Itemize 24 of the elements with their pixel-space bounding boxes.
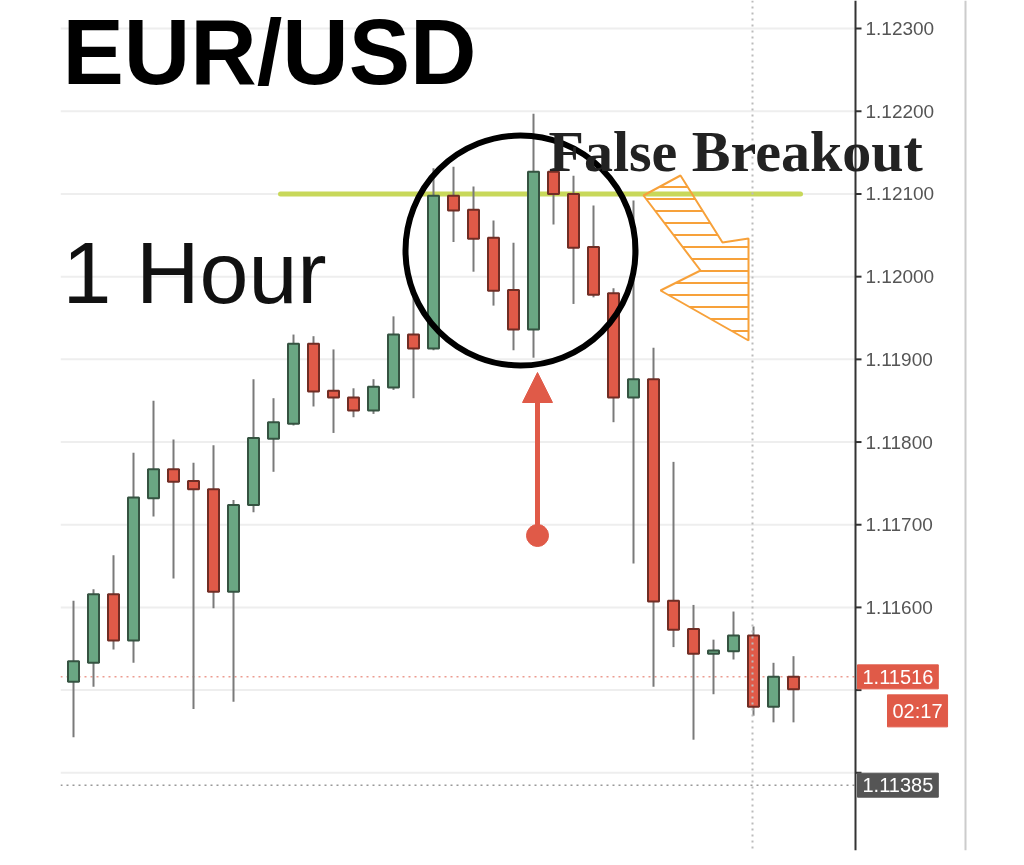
y-tick-label: 1.12000 — [865, 266, 935, 288]
candlestick — [327, 348, 340, 434]
ref-line-label: 1.11516 — [862, 665, 934, 688]
y-tick-label: 1.12100 — [865, 183, 935, 205]
candlestick — [447, 165, 460, 243]
candlestick — [347, 387, 360, 419]
text: 1 Hour — [62, 222, 327, 322]
y-tick-label: 1.11900 — [865, 348, 933, 370]
candlestick — [187, 461, 200, 711]
candlestick — [367, 378, 380, 415]
y-tick-label: 1.11600 — [865, 596, 933, 618]
candlestick — [67, 599, 80, 739]
candlestick — [707, 638, 720, 696]
y-tick-label: 1.12300 — [865, 18, 935, 40]
text: 02:17 — [892, 699, 943, 722]
y-tick-label: 1.11800 — [865, 431, 933, 453]
candlestick — [167, 438, 180, 580]
candlestick — [727, 610, 740, 661]
candlestick — [787, 655, 800, 724]
ref-line-label: 1.11385 — [862, 774, 934, 797]
y-tick-label: 1.11700 — [865, 514, 933, 536]
chart-title: EUR/USD — [62, 0, 477, 103]
y-tick-label: 1.12200 — [865, 100, 935, 122]
candlestick — [267, 397, 280, 473]
